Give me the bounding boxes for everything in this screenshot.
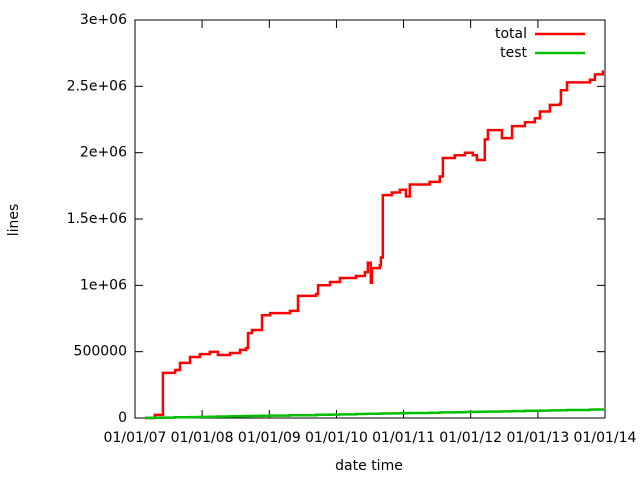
data-line xyxy=(144,408,605,420)
x-tick-label: 01/01/08 xyxy=(171,430,234,446)
x-tick-label: 01/01/12 xyxy=(439,430,502,446)
x-tick-label: 01/01/11 xyxy=(372,430,435,446)
legend-label: test xyxy=(500,45,527,61)
data-line xyxy=(144,70,605,420)
x-tick-label: 01/01/10 xyxy=(305,430,368,446)
y-tick-label: 2e+06 xyxy=(80,145,127,161)
plot-border xyxy=(134,19,606,419)
legend-label: total xyxy=(495,26,527,42)
x-axis-label: date time xyxy=(335,458,403,474)
y-tick-label: 1.5e+06 xyxy=(67,211,128,227)
y-tick-label: 1e+06 xyxy=(80,277,127,293)
y-tick-label: 0 xyxy=(118,410,127,426)
x-tick-label: 01/01/14 xyxy=(574,430,637,446)
x-tick-label: 01/01/07 xyxy=(104,430,167,446)
y-tick-label: 3e+06 xyxy=(80,12,127,28)
y-axis-label: lines xyxy=(6,204,22,237)
x-tick-label: 01/01/09 xyxy=(238,430,301,446)
y-tick-label: 2.5e+06 xyxy=(67,78,128,94)
x-tick-label: 01/01/13 xyxy=(506,430,569,446)
y-tick-label: 500000 xyxy=(74,344,127,360)
